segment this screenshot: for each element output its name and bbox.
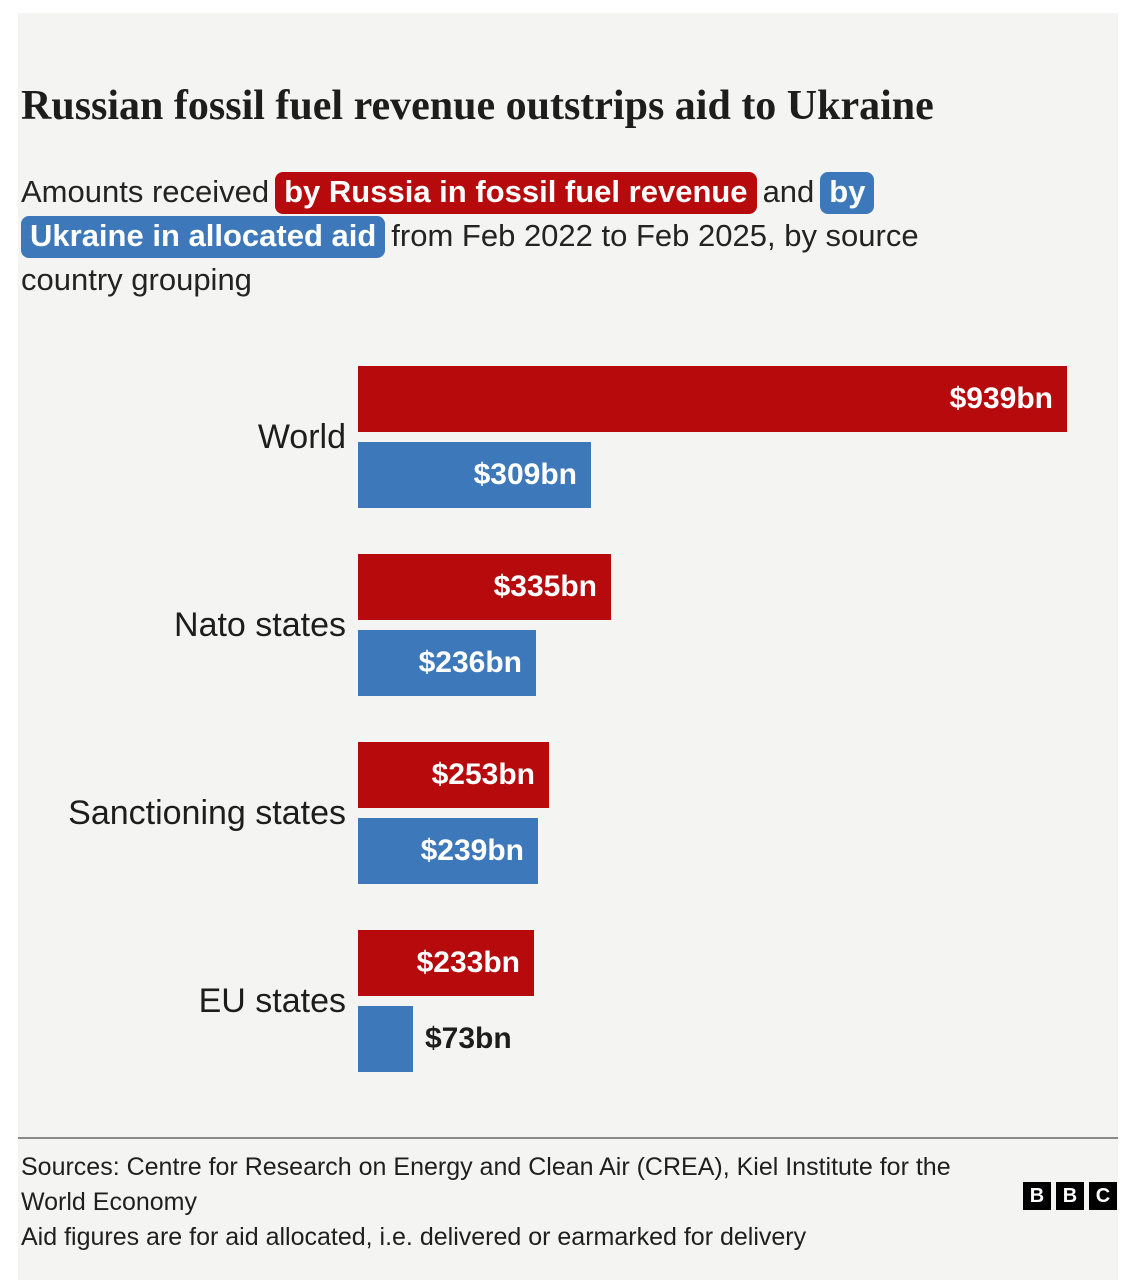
chart-subtitle: Amounts received by Russia in fossil fuel… bbox=[21, 170, 1091, 302]
bar-value-label: $253bn bbox=[431, 758, 535, 791]
bar-russia-nato-states: $335bn bbox=[358, 554, 611, 620]
bar-value-label: $73bn bbox=[425, 1022, 512, 1055]
subtitle-line-3: country grouping bbox=[21, 258, 1091, 302]
bar-value-label: $939bn bbox=[949, 382, 1053, 415]
bar-value-label: $236bn bbox=[418, 646, 522, 679]
footer: Sources: Centre for Research on Energy a… bbox=[21, 1150, 1021, 1255]
bbc-logo-letter: B bbox=[1056, 1182, 1084, 1210]
legend-chip-ukraine-rest: Ukraine in allocated aid bbox=[21, 216, 386, 258]
category-label: World bbox=[257, 418, 346, 456]
bbc-logo-letter: C bbox=[1089, 1182, 1117, 1210]
footnote-text: Aid figures are for aid allocated, i.e. … bbox=[21, 1223, 807, 1251]
page-title: Russian fossil fuel revenue outstrips ai… bbox=[21, 83, 934, 130]
bar-russia-eu-states: $233bn bbox=[358, 930, 534, 996]
subtitle-text: and bbox=[762, 174, 815, 209]
bar-value-label: $239bn bbox=[420, 834, 524, 867]
bbc-logo-letter: B bbox=[1023, 1182, 1051, 1210]
subtitle-text: Amounts received bbox=[21, 174, 270, 209]
legend-chip-russia: by Russia in fossil fuel revenue bbox=[275, 172, 757, 214]
bar-value-label: $335bn bbox=[493, 570, 597, 603]
bar-value-label: $233bn bbox=[416, 946, 520, 979]
subtitle-text: country grouping bbox=[21, 262, 252, 297]
bar-ukraine-eu-states: $73bn bbox=[358, 1006, 512, 1072]
subtitle-line-1: Amounts received by Russia in fossil fuel… bbox=[21, 170, 1091, 214]
bar-russia-sanctioning-states: $253bn bbox=[358, 742, 549, 808]
bar-value-label: $309bn bbox=[473, 458, 577, 491]
bbc-logo: B B C bbox=[1023, 1182, 1117, 1210]
category-label: Sanctioning states bbox=[68, 794, 346, 832]
bar-ukraine-sanctioning-states: $239bn bbox=[358, 818, 538, 884]
category-label: EU states bbox=[198, 982, 346, 1020]
subtitle-text: from Feb 2022 to Feb 2025, by source bbox=[391, 218, 919, 253]
legend-chip-ukraine-by: by bbox=[820, 172, 875, 214]
sources-text: Sources: Centre for Research on Energy a… bbox=[21, 1153, 951, 1216]
bar-russia-world: $939bn bbox=[358, 366, 1067, 432]
subtitle-line-2: Ukraine in allocated aid from Feb 2022 to… bbox=[21, 214, 1091, 258]
category-label: Nato states bbox=[174, 606, 346, 644]
bar-ukraine-world: $309bn bbox=[358, 442, 591, 508]
bar-ukraine-nato-states: $236bn bbox=[358, 630, 536, 696]
footer-divider bbox=[18, 1137, 1118, 1139]
